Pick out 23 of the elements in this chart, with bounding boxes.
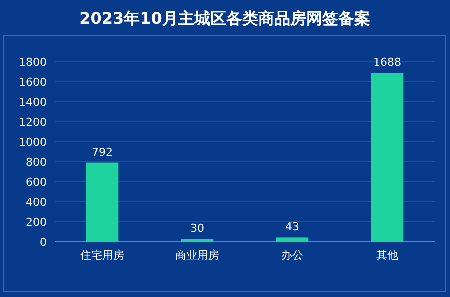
chart-title: 2023年10月主城区各类商品房网签备案 bbox=[80, 9, 370, 28]
bar bbox=[181, 239, 214, 242]
bar bbox=[86, 162, 119, 242]
y-tick-label: 400 bbox=[26, 196, 47, 209]
y-tick-label: 600 bbox=[26, 176, 47, 189]
y-tick-label: 1600 bbox=[19, 76, 47, 89]
data-label: 792 bbox=[92, 146, 113, 159]
x-tick-label: 住宅用房 bbox=[80, 249, 124, 262]
y-tick-label: 200 bbox=[26, 216, 47, 229]
y-tick-label: 0 bbox=[40, 236, 47, 249]
y-tick-label: 800 bbox=[26, 156, 47, 169]
y-tick-label: 1800 bbox=[19, 56, 47, 69]
data-label: 30 bbox=[190, 222, 204, 235]
data-label: 1688 bbox=[374, 56, 402, 70]
data-label: 43 bbox=[286, 220, 300, 234]
y-tick-label: 1200 bbox=[19, 116, 47, 129]
x-tick-label: 其他 bbox=[376, 249, 398, 262]
bar bbox=[371, 73, 404, 242]
x-tick-label: 办公 bbox=[282, 249, 304, 262]
y-tick-label: 1400 bbox=[19, 96, 47, 109]
x-tick-label: 商业用房 bbox=[176, 249, 220, 262]
bar bbox=[276, 238, 309, 242]
y-tick-label: 1000 bbox=[19, 136, 47, 149]
